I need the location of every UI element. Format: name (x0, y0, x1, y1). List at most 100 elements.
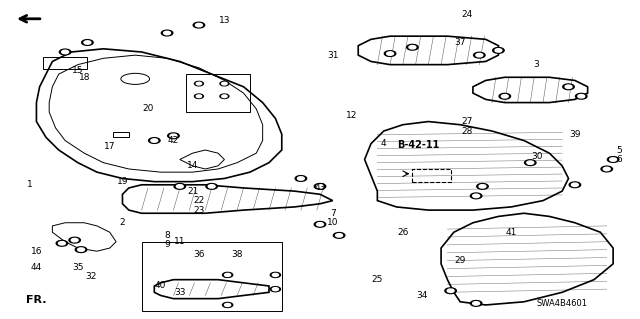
Circle shape (314, 221, 326, 227)
Circle shape (495, 49, 502, 52)
Text: 25: 25 (372, 275, 383, 284)
Circle shape (335, 234, 342, 237)
Circle shape (314, 183, 326, 189)
Circle shape (447, 289, 454, 293)
Bar (141, 242, 282, 311)
Circle shape (470, 300, 482, 306)
Text: 42: 42 (168, 136, 179, 145)
Text: 26: 26 (397, 228, 408, 237)
Text: 14: 14 (187, 161, 198, 170)
Circle shape (601, 166, 612, 172)
Circle shape (474, 52, 485, 58)
Text: 7: 7 (330, 209, 335, 218)
Text: 39: 39 (569, 130, 580, 139)
Circle shape (225, 303, 230, 307)
Text: 32: 32 (85, 272, 96, 281)
Circle shape (565, 85, 572, 88)
Text: 1: 1 (27, 180, 33, 189)
Bar (186, 74, 250, 112)
Circle shape (333, 233, 345, 238)
Circle shape (445, 288, 456, 293)
Circle shape (387, 52, 394, 55)
Text: 20: 20 (142, 104, 154, 113)
Circle shape (563, 84, 574, 90)
Circle shape (60, 49, 71, 55)
Circle shape (569, 182, 580, 188)
Text: 15: 15 (72, 66, 84, 76)
Text: 43: 43 (314, 183, 326, 192)
Text: 5: 5 (616, 145, 622, 154)
Text: 34: 34 (416, 291, 428, 300)
Circle shape (69, 237, 81, 243)
Text: 44: 44 (31, 263, 42, 271)
Text: 41: 41 (506, 228, 517, 237)
Circle shape (206, 183, 218, 189)
Circle shape (572, 183, 579, 187)
Circle shape (527, 161, 534, 164)
Circle shape (470, 193, 482, 199)
Circle shape (225, 273, 230, 277)
Circle shape (604, 167, 610, 171)
Circle shape (161, 30, 173, 36)
Circle shape (501, 94, 508, 98)
Circle shape (220, 94, 229, 99)
Text: 8: 8 (164, 231, 170, 240)
Circle shape (477, 183, 488, 189)
Circle shape (168, 133, 179, 139)
Circle shape (493, 48, 504, 53)
Text: 30: 30 (531, 152, 543, 161)
Circle shape (221, 82, 227, 85)
Text: 4: 4 (381, 139, 387, 148)
Text: 31: 31 (327, 51, 339, 60)
Circle shape (499, 93, 511, 99)
Circle shape (196, 95, 202, 98)
Circle shape (196, 82, 202, 85)
Circle shape (76, 247, 87, 252)
Circle shape (174, 183, 186, 189)
Circle shape (317, 223, 323, 226)
Circle shape (610, 158, 616, 161)
Circle shape (479, 185, 486, 188)
Text: 12: 12 (346, 111, 358, 120)
Circle shape (164, 31, 170, 35)
Text: 33: 33 (174, 288, 186, 297)
Circle shape (208, 185, 215, 188)
Circle shape (473, 302, 479, 305)
Bar (113, 132, 129, 137)
Circle shape (220, 81, 229, 86)
Text: 38: 38 (232, 250, 243, 259)
Circle shape (406, 44, 418, 50)
Text: 21: 21 (187, 187, 198, 196)
Bar (43, 57, 88, 69)
Text: 11: 11 (174, 237, 186, 246)
Circle shape (170, 134, 177, 137)
Circle shape (270, 286, 280, 292)
Text: 2: 2 (120, 218, 125, 227)
Text: SWA4B4601: SWA4B4601 (537, 299, 588, 308)
Text: 16: 16 (31, 247, 42, 256)
Circle shape (473, 194, 479, 197)
Text: 27: 27 (461, 117, 472, 126)
Circle shape (195, 81, 204, 86)
Circle shape (295, 176, 307, 181)
Circle shape (195, 94, 204, 99)
Text: 29: 29 (454, 256, 466, 265)
Circle shape (270, 272, 280, 278)
Circle shape (298, 177, 305, 180)
Circle shape (193, 22, 205, 28)
Text: 3: 3 (534, 60, 540, 69)
Text: 35: 35 (72, 263, 84, 271)
Circle shape (317, 185, 323, 188)
Circle shape (56, 241, 68, 246)
Text: 13: 13 (219, 16, 230, 25)
Circle shape (273, 273, 278, 277)
Text: 9: 9 (164, 241, 170, 249)
Text: 36: 36 (193, 250, 205, 259)
Circle shape (223, 272, 233, 278)
Circle shape (221, 95, 227, 98)
Text: 18: 18 (79, 73, 90, 82)
Circle shape (177, 185, 183, 188)
Circle shape (77, 248, 84, 251)
Text: 37: 37 (454, 38, 466, 47)
Circle shape (223, 302, 233, 308)
